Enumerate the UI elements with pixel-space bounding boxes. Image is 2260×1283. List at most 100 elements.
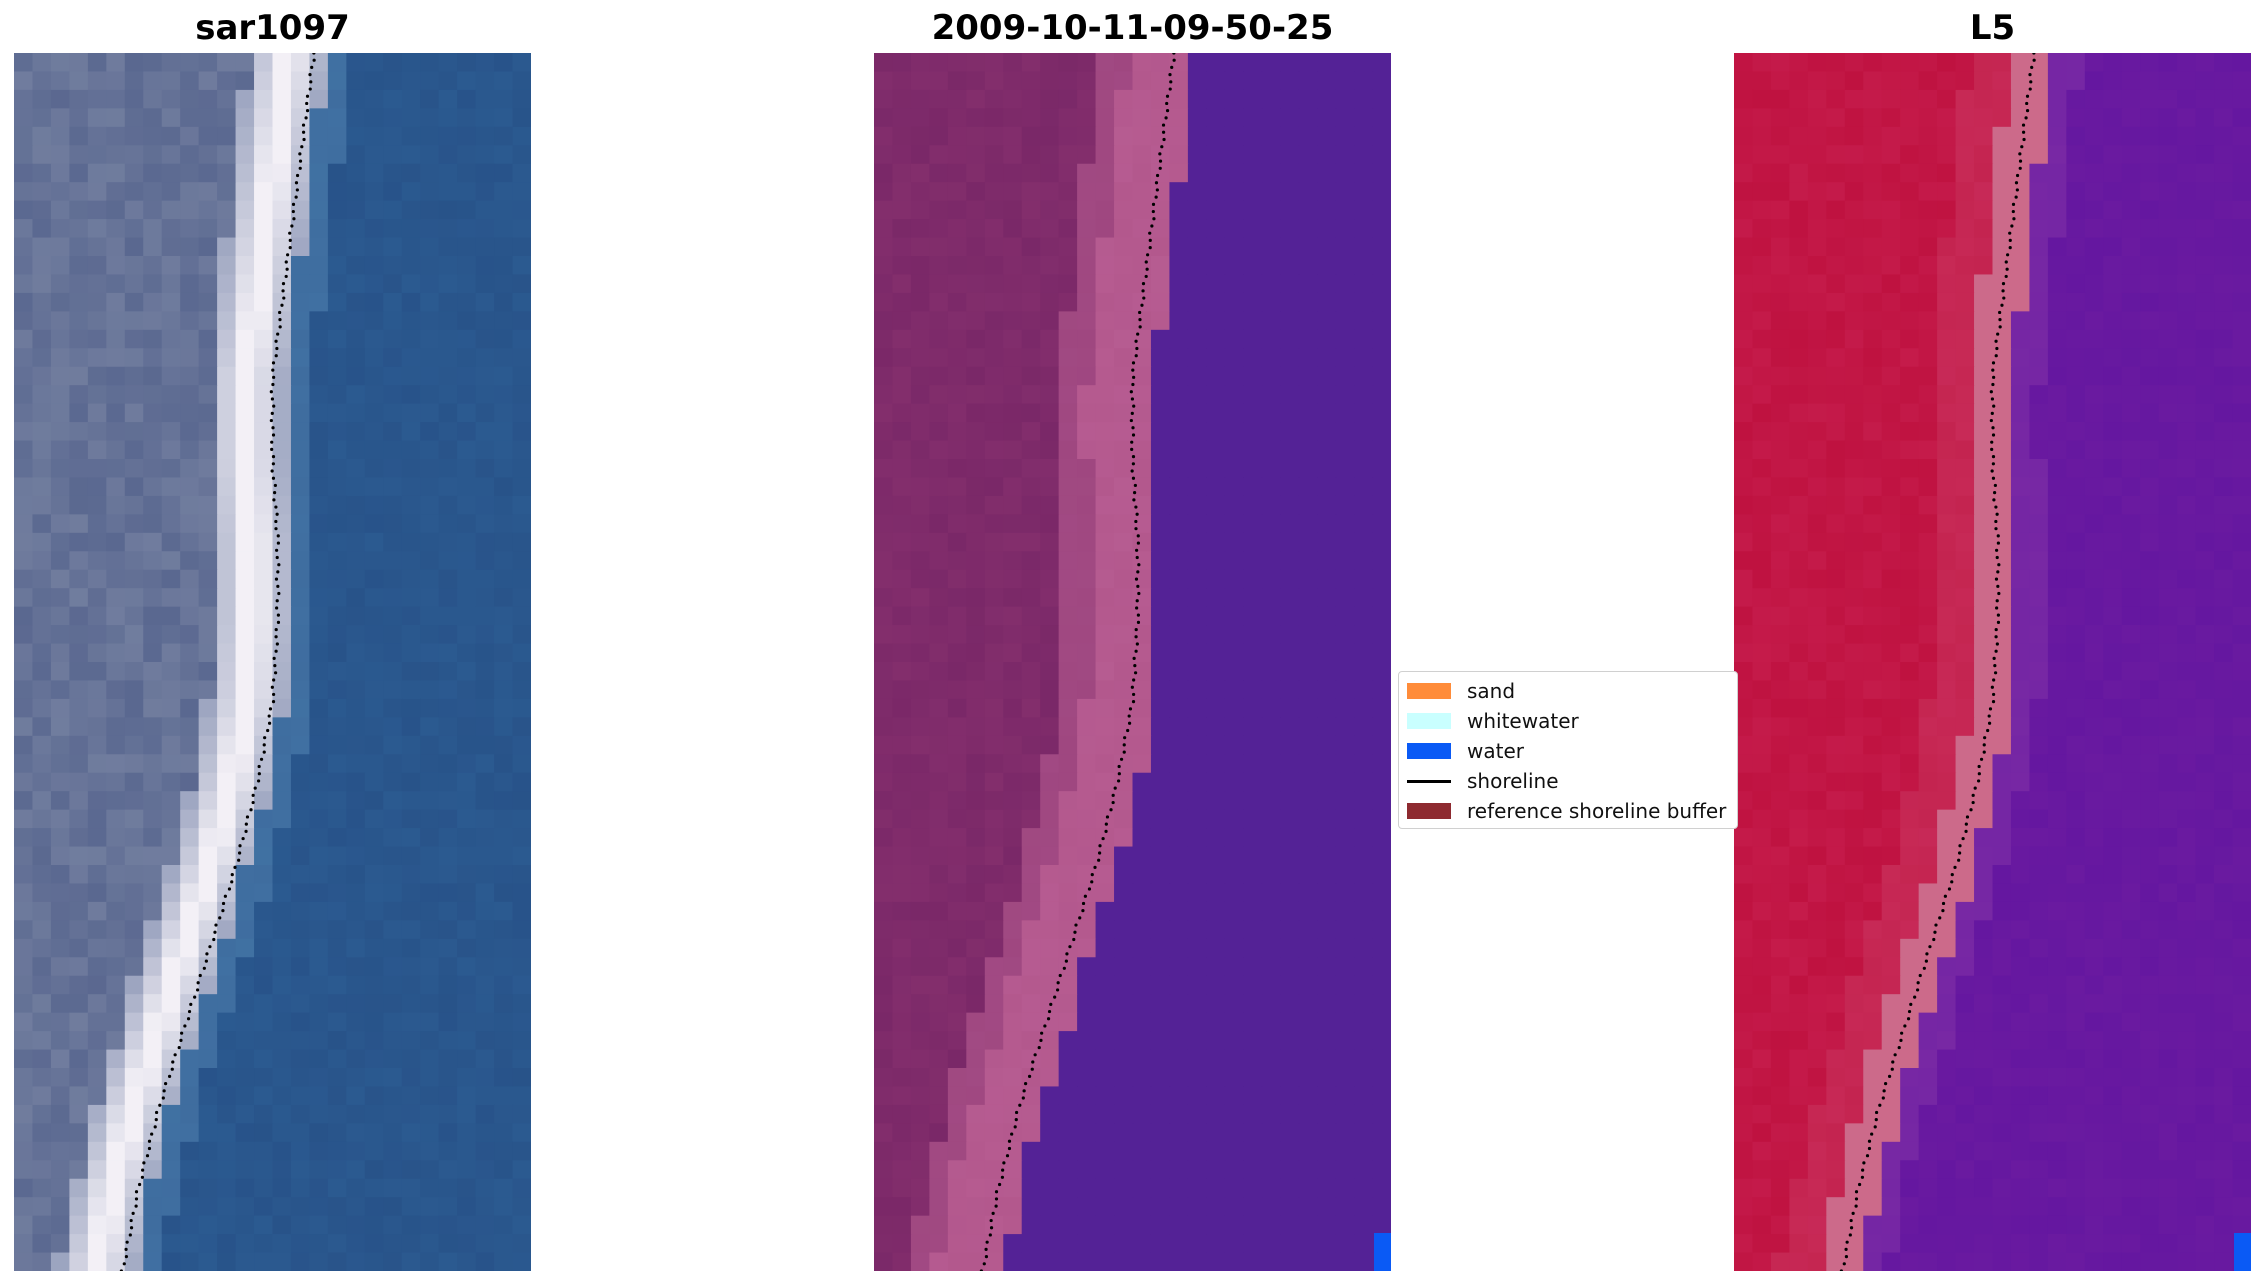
index-pixel [1955, 459, 1975, 479]
image-pixel [346, 680, 366, 700]
image-pixel [14, 735, 34, 755]
index-pixel [2177, 385, 2197, 405]
image-pixel [32, 126, 52, 146]
image-pixel [512, 108, 531, 128]
image-pixel [457, 311, 477, 331]
class-pixel [1298, 329, 1318, 349]
class-pixel [1021, 920, 1041, 940]
shoreline-point [134, 1204, 138, 1208]
image-pixel [124, 588, 144, 608]
class-pixel [1372, 495, 1391, 515]
index-pixel [1900, 200, 1920, 220]
image-pixel [512, 403, 531, 423]
class-pixel [966, 865, 986, 885]
class-pixel [1187, 329, 1207, 349]
index-pixel [1937, 385, 1957, 405]
class-pixel [1372, 108, 1391, 128]
image-pixel [69, 514, 89, 534]
class-pixel [1132, 182, 1152, 202]
class-pixel [1243, 901, 1263, 921]
index-pixel [1900, 89, 1920, 109]
class-pixel [1261, 422, 1281, 442]
image-pixel [254, 754, 274, 774]
image-pixel [87, 440, 107, 460]
class-pixel [1132, 108, 1152, 128]
image-pixel [50, 643, 70, 663]
index-pixel [1770, 532, 1790, 552]
class-pixel [1058, 237, 1078, 257]
index-pixel [1770, 440, 1790, 460]
index-pixel [2140, 643, 2160, 663]
index-pixel [2158, 606, 2178, 626]
index-pixel [2232, 495, 2251, 515]
panel-title-1: sar1097 [195, 8, 350, 48]
class-pixel [1077, 1068, 1097, 1088]
image-pixel [494, 514, 514, 534]
index-pixel [1844, 219, 1864, 239]
image-pixel [50, 1178, 70, 1198]
shoreline-point [257, 764, 261, 769]
image-pixel [383, 1012, 403, 1032]
image-pixel [124, 348, 144, 368]
image-pixel [198, 440, 218, 460]
image-pixel [346, 1234, 366, 1254]
class-pixel [1095, 53, 1115, 73]
index-pixel [2047, 625, 2067, 645]
index-pixel [2232, 329, 2251, 349]
shoreline-point [186, 1017, 191, 1021]
index-pixel [1974, 71, 1994, 91]
image-pixel [106, 625, 126, 645]
image-pixel [106, 662, 126, 682]
index-pixel [1937, 551, 1957, 571]
class-pixel [1243, 772, 1263, 792]
class-pixel [1021, 219, 1041, 239]
class-pixel [1187, 606, 1207, 626]
class-pixel [1021, 846, 1041, 866]
class-pixel [1003, 422, 1023, 442]
index-pixel [2158, 532, 2178, 552]
image-pixel [309, 957, 329, 977]
class-pixel [1021, 754, 1041, 774]
index-pixel [1770, 569, 1790, 589]
class-pixel [1058, 1104, 1078, 1124]
index-pixel [1752, 200, 1772, 220]
image-pixel [346, 772, 366, 792]
class-pixel [1040, 569, 1060, 589]
index-pixel [2195, 366, 2215, 386]
class-pixel [1280, 514, 1300, 534]
class-pixel [1187, 865, 1207, 885]
class-pixel [1298, 311, 1318, 331]
class-pixel [892, 717, 912, 737]
class-pixel [1317, 680, 1337, 700]
index-pixel [2195, 274, 2215, 294]
image-pixel [87, 920, 107, 940]
index-pixel [2029, 662, 2049, 682]
index-pixel [2029, 292, 2049, 312]
image-pixel [106, 938, 126, 958]
shoreline-point [1090, 880, 1094, 884]
class-pixel [1021, 514, 1041, 534]
class-pixel [1114, 1068, 1134, 1088]
image-pixel [383, 514, 403, 534]
image-pixel [180, 163, 200, 183]
class-pixel [1187, 1234, 1207, 1254]
image-pixel [198, 975, 218, 995]
image-pixel [512, 145, 531, 165]
class-pixel [1372, 422, 1391, 442]
index-pixel [2084, 422, 2104, 442]
image-pixel [512, 200, 531, 220]
class-pixel [1095, 1215, 1115, 1235]
class-pixel [1150, 108, 1171, 128]
class-pixel [1187, 957, 1207, 977]
class-pixel [1335, 735, 1355, 755]
class-pixel [947, 606, 967, 626]
index-pixel [2010, 163, 2031, 183]
image-pixel [106, 1068, 126, 1088]
class-pixel [1243, 680, 1263, 700]
shoreline-point [302, 137, 306, 142]
class-pixel [1169, 809, 1189, 829]
class-pixel [1354, 846, 1374, 866]
class-pixel [1095, 994, 1115, 1014]
image-pixel [309, 662, 329, 682]
class-pixel [1150, 569, 1171, 589]
